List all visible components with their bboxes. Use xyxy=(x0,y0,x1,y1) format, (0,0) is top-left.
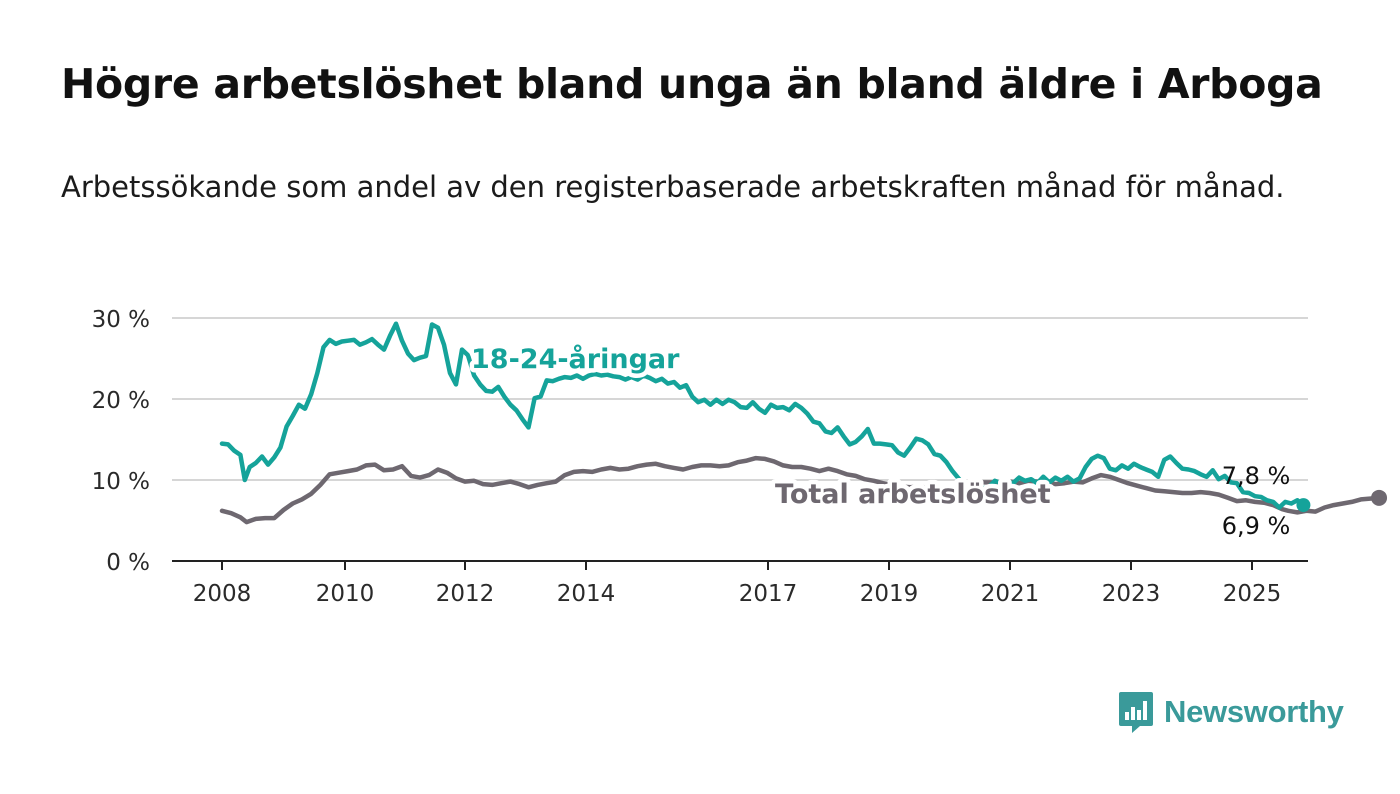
end-label-youth: 6,9 % xyxy=(1222,512,1291,540)
series-line-total xyxy=(219,455,1382,525)
y-tick-label: 20 % xyxy=(92,388,150,414)
series-line-youth xyxy=(219,321,1306,510)
end-point-total xyxy=(1371,489,1388,506)
x-tick-label: 2012 xyxy=(436,581,495,607)
newsworthy-chart-bubble-icon xyxy=(1119,692,1153,733)
series-label-youth: 18-24-åringar xyxy=(471,343,680,375)
end-point-youth xyxy=(1296,498,1311,513)
x-tick-label: 2014 xyxy=(557,581,616,607)
chart-subtitle: Arbetssökande som andel av den registerb… xyxy=(61,170,1285,204)
x-tick-label: 2017 xyxy=(739,581,798,607)
brand-logo[interactable]: Newsworthy xyxy=(1118,690,1344,734)
x-tick-label: 2021 xyxy=(981,581,1040,607)
x-tick-label: 2019 xyxy=(860,581,919,607)
y-tick-label: 30 % xyxy=(92,307,150,333)
series-label-youth-halo: 18-24-åringar xyxy=(471,343,680,375)
y-tick-label: 0 % xyxy=(106,550,150,576)
x-tick-label: 2023 xyxy=(1102,581,1161,607)
x-tick-label: 2025 xyxy=(1223,581,1282,607)
end-label-total: 7,8 % xyxy=(1222,462,1291,490)
y-tick-label: 10 % xyxy=(92,469,150,495)
brand-name: Newsworthy xyxy=(1164,694,1344,729)
x-tick-label: 2010 xyxy=(316,581,375,607)
series-label-total: Total arbetslöshet xyxy=(775,479,1051,510)
x-tick-label: 2008 xyxy=(193,581,252,607)
chart-title: Högre arbetslöshet bland unga än bland ä… xyxy=(61,60,1323,108)
series-label-total-halo: Total arbetslöshet xyxy=(775,479,1051,510)
